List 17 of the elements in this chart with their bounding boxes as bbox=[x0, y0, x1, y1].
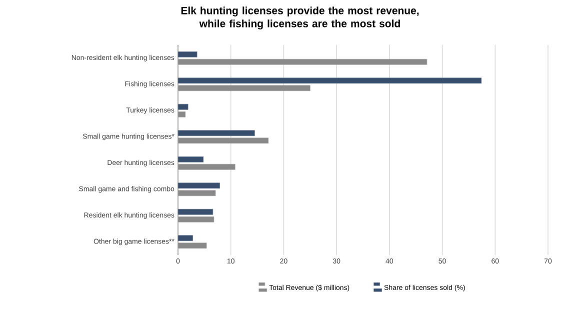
bar bbox=[178, 138, 269, 144]
bar bbox=[178, 242, 207, 249]
bar bbox=[178, 235, 193, 242]
bar bbox=[178, 85, 310, 92]
bar bbox=[178, 208, 214, 215]
bar bbox=[178, 104, 188, 110]
bar bbox=[178, 58, 428, 65]
bar bbox=[178, 111, 186, 118]
chart-title: Elk hunting licenses provide the most revenue, while fishing licenses are the most sold bbox=[181, 6, 419, 30]
bar bbox=[178, 156, 204, 162]
bar bbox=[178, 51, 198, 58]
bar bbox=[178, 182, 220, 189]
bar bbox=[178, 164, 236, 170]
bar bbox=[178, 130, 255, 136]
bar bbox=[178, 78, 482, 84]
bar bbox=[178, 216, 214, 222]
bar bbox=[178, 190, 216, 196]
